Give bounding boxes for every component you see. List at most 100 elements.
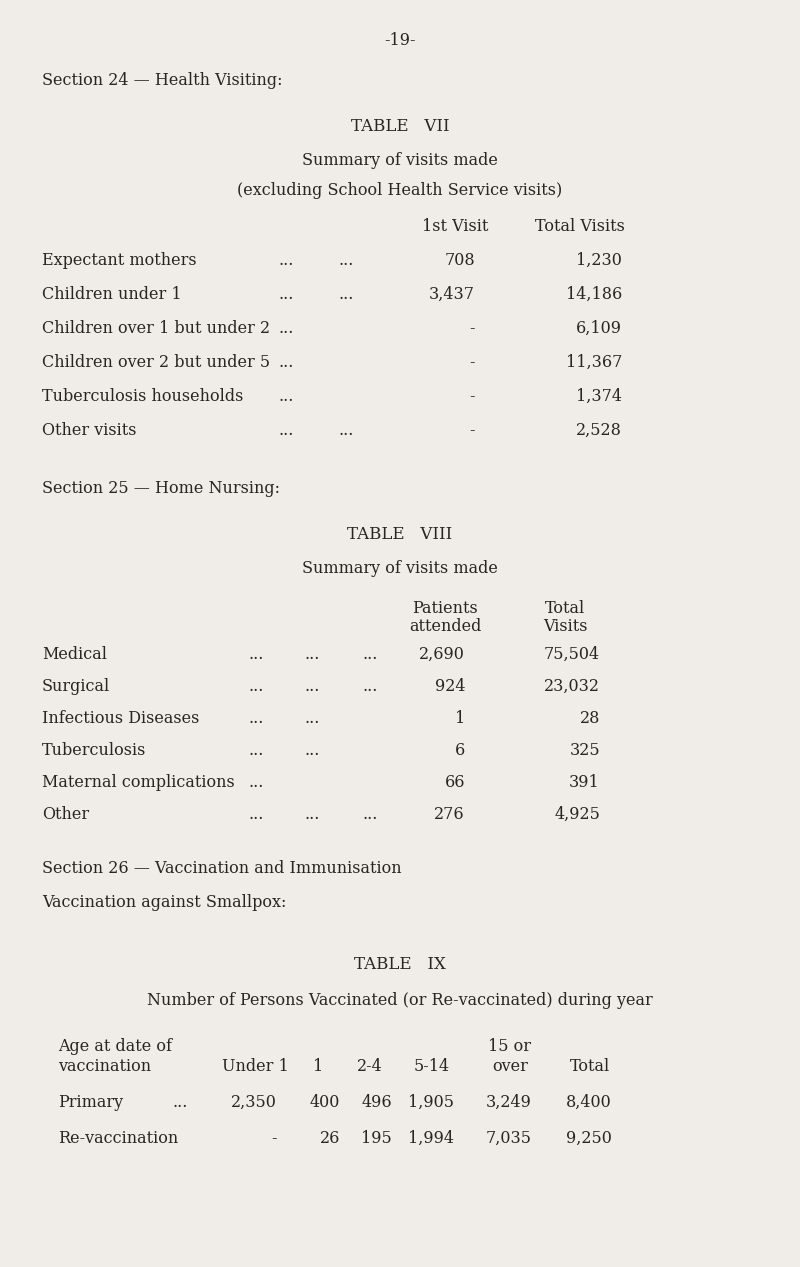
Text: Re-vaccination: Re-vaccination xyxy=(58,1130,178,1147)
Text: Tuberculosis households: Tuberculosis households xyxy=(42,388,243,405)
Text: Total: Total xyxy=(545,601,585,617)
Text: 2,528: 2,528 xyxy=(576,422,622,438)
Text: Maternal complications: Maternal complications xyxy=(42,774,234,791)
Text: 2-4: 2-4 xyxy=(357,1058,383,1074)
Text: Medical: Medical xyxy=(42,646,107,663)
Text: Under 1: Under 1 xyxy=(222,1058,288,1074)
Text: ...: ... xyxy=(248,646,263,663)
Text: -19-: -19- xyxy=(384,32,416,49)
Text: ...: ... xyxy=(248,678,263,696)
Text: ...: ... xyxy=(362,646,378,663)
Text: ...: ... xyxy=(362,806,378,824)
Text: ...: ... xyxy=(278,286,294,303)
Text: ...: ... xyxy=(248,742,263,759)
Text: Children under 1: Children under 1 xyxy=(42,286,182,303)
Text: 6,109: 6,109 xyxy=(576,321,622,337)
Text: Patients: Patients xyxy=(412,601,478,617)
Text: 708: 708 xyxy=(444,252,475,269)
Text: 6: 6 xyxy=(454,742,465,759)
Text: 1,374: 1,374 xyxy=(576,388,622,405)
Text: ...: ... xyxy=(305,710,320,727)
Text: 391: 391 xyxy=(570,774,600,791)
Text: Summary of visits made: Summary of visits made xyxy=(302,560,498,576)
Text: over: over xyxy=(492,1058,528,1074)
Text: ...: ... xyxy=(305,678,320,696)
Text: (excluding School Health Service visits): (excluding School Health Service visits) xyxy=(238,182,562,199)
Text: ...: ... xyxy=(172,1093,187,1111)
Text: 75,504: 75,504 xyxy=(544,646,600,663)
Text: Tuberculosis: Tuberculosis xyxy=(42,742,146,759)
Text: -: - xyxy=(470,353,475,371)
Text: -: - xyxy=(470,422,475,438)
Text: 66: 66 xyxy=(445,774,465,791)
Text: ...: ... xyxy=(305,646,320,663)
Text: ...: ... xyxy=(362,678,378,696)
Text: attended: attended xyxy=(409,618,481,635)
Text: ...: ... xyxy=(278,353,294,371)
Text: Primary: Primary xyxy=(58,1093,123,1111)
Text: 195: 195 xyxy=(362,1130,392,1147)
Text: ...: ... xyxy=(248,774,263,791)
Text: TABLE   VII: TABLE VII xyxy=(350,118,450,136)
Text: Summary of visits made: Summary of visits made xyxy=(302,152,498,169)
Text: 14,186: 14,186 xyxy=(566,286,622,303)
Text: 2,350: 2,350 xyxy=(231,1093,277,1111)
Text: Vaccination against Smallpox:: Vaccination against Smallpox: xyxy=(42,895,286,911)
Text: 15 or: 15 or xyxy=(489,1038,531,1055)
Text: Children over 1 but under 2: Children over 1 but under 2 xyxy=(42,321,270,337)
Text: Infectious Diseases: Infectious Diseases xyxy=(42,710,199,727)
Text: 3,249: 3,249 xyxy=(486,1093,532,1111)
Text: 26: 26 xyxy=(320,1130,340,1147)
Text: 28: 28 xyxy=(580,710,600,727)
Text: 276: 276 xyxy=(434,806,465,824)
Text: ...: ... xyxy=(278,321,294,337)
Text: 924: 924 xyxy=(434,678,465,696)
Text: ...: ... xyxy=(305,806,320,824)
Text: Other visits: Other visits xyxy=(42,422,137,438)
Text: ...: ... xyxy=(338,252,354,269)
Text: Section 24 — Health Visiting:: Section 24 — Health Visiting: xyxy=(42,72,282,89)
Text: 1st Visit: 1st Visit xyxy=(422,218,488,234)
Text: Surgical: Surgical xyxy=(42,678,110,696)
Text: 11,367: 11,367 xyxy=(566,353,622,371)
Text: Total: Total xyxy=(570,1058,610,1074)
Text: ...: ... xyxy=(248,710,263,727)
Text: Children over 2 but under 5: Children over 2 but under 5 xyxy=(42,353,270,371)
Text: TABLE   VIII: TABLE VIII xyxy=(347,526,453,544)
Text: 5-14: 5-14 xyxy=(414,1058,450,1074)
Text: 7,035: 7,035 xyxy=(486,1130,532,1147)
Text: -: - xyxy=(470,388,475,405)
Text: ...: ... xyxy=(338,422,354,438)
Text: 1: 1 xyxy=(313,1058,323,1074)
Text: 325: 325 xyxy=(570,742,600,759)
Text: -: - xyxy=(271,1130,277,1147)
Text: 496: 496 xyxy=(362,1093,392,1111)
Text: ...: ... xyxy=(305,742,320,759)
Text: vaccination: vaccination xyxy=(58,1058,151,1074)
Text: 1,230: 1,230 xyxy=(576,252,622,269)
Text: 3,437: 3,437 xyxy=(429,286,475,303)
Text: 8,400: 8,400 xyxy=(566,1093,612,1111)
Text: 4,925: 4,925 xyxy=(554,806,600,824)
Text: ...: ... xyxy=(248,806,263,824)
Text: Expectant mothers: Expectant mothers xyxy=(42,252,197,269)
Text: Visits: Visits xyxy=(542,618,587,635)
Text: 400: 400 xyxy=(310,1093,340,1111)
Text: 1,994: 1,994 xyxy=(408,1130,454,1147)
Text: ...: ... xyxy=(278,388,294,405)
Text: 1: 1 xyxy=(454,710,465,727)
Text: ...: ... xyxy=(278,252,294,269)
Text: Section 26 — Vaccination and Immunisation: Section 26 — Vaccination and Immunisatio… xyxy=(42,860,402,877)
Text: ...: ... xyxy=(338,286,354,303)
Text: -: - xyxy=(470,321,475,337)
Text: 9,250: 9,250 xyxy=(566,1130,612,1147)
Text: Other: Other xyxy=(42,806,89,824)
Text: Section 25 — Home Nursing:: Section 25 — Home Nursing: xyxy=(42,480,280,497)
Text: TABLE   IX: TABLE IX xyxy=(354,957,446,973)
Text: 2,690: 2,690 xyxy=(419,646,465,663)
Text: ...: ... xyxy=(278,422,294,438)
Text: Age at date of: Age at date of xyxy=(58,1038,172,1055)
Text: Number of Persons Vaccinated (or Re-vaccinated) during year: Number of Persons Vaccinated (or Re-vacc… xyxy=(147,992,653,1009)
Text: Total Visits: Total Visits xyxy=(535,218,625,234)
Text: 23,032: 23,032 xyxy=(544,678,600,696)
